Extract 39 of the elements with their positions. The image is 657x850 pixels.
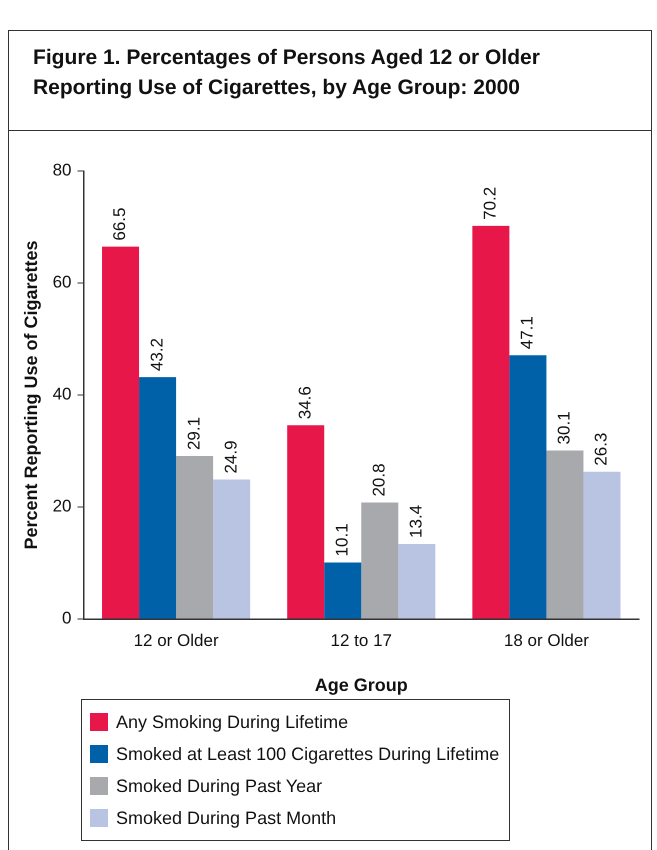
y-tick-label: 80 (52, 160, 72, 180)
bar (398, 544, 436, 618)
legend-label: Smoked at Least 100 Cigarettes During Lifetime (116, 744, 500, 764)
bar (176, 456, 214, 618)
bar (509, 355, 546, 618)
bar (287, 425, 324, 618)
bar (213, 480, 250, 618)
data-label: 70.2 (480, 186, 500, 220)
bar (361, 502, 398, 618)
bar (472, 226, 510, 618)
legend-label: Any Smoking During Lifetime (116, 712, 348, 732)
y-tick-label: 60 (52, 272, 72, 292)
data-label: 47.1 (518, 316, 537, 350)
bar (324, 562, 362, 618)
bar (583, 472, 620, 618)
y-tick-label: 40 (52, 384, 72, 404)
y-axis-title: Percent Reporting Use of Cigarettes (20, 240, 41, 550)
x-tick-label: 12 to 17 (330, 630, 392, 650)
data-label: 26.3 (592, 432, 611, 466)
data-label: 43.2 (147, 338, 166, 372)
data-label: 66.5 (110, 208, 130, 241)
chart-title: Figure 1. Percentages of Persons Aged 12 or Older Reporting Use of Cigarettes, by Age Group: 2000 (9, 31, 651, 131)
data-label: 13.4 (406, 504, 426, 538)
data-label: 24.9 (221, 440, 240, 474)
bar (546, 450, 584, 618)
data-label: 10.1 (332, 523, 352, 556)
x-axis-title: Age Group (314, 675, 408, 696)
legend-label: Smoked During Past Year (116, 776, 322, 796)
x-tick-label: 18 or Older (504, 630, 590, 650)
bar (102, 246, 140, 618)
legend-label: Smoked During Past Month (116, 808, 336, 828)
data-label: 34.6 (295, 386, 314, 420)
x-tick-label: 12 or Older (134, 630, 219, 650)
bar (139, 377, 176, 618)
y-tick-label: 0 (62, 608, 72, 628)
y-tick-label: 20 (52, 496, 72, 516)
data-label: 29.1 (184, 416, 204, 450)
data-label: 20.8 (369, 463, 388, 497)
data-label: 30.1 (554, 411, 574, 444)
